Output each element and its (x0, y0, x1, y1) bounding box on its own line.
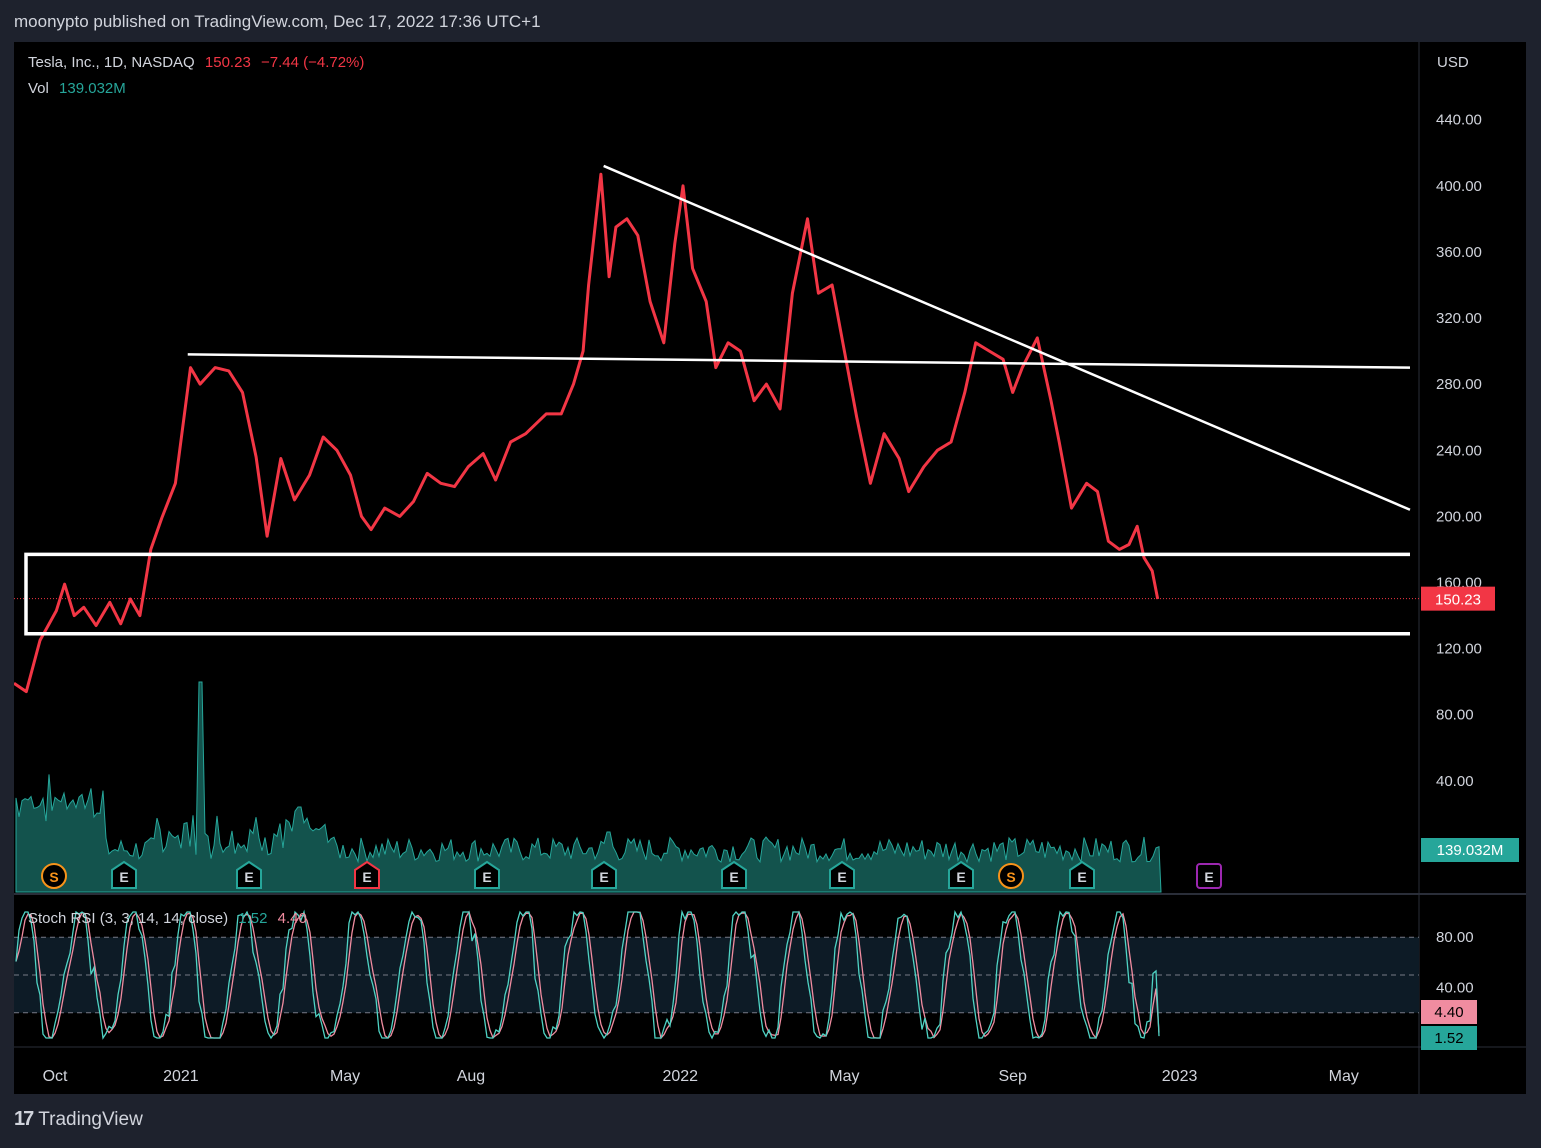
horizontal-resistance-line (187, 353, 1411, 369)
tradingview-logo-icon: 17 (14, 1108, 34, 1130)
price-tick-label: 200.00 (1436, 508, 1482, 525)
stoch-d-value: 4.40 (277, 910, 307, 927)
time-tick-label: 2023 (1162, 1068, 1198, 1085)
time-tick-label: 2021 (163, 1068, 199, 1085)
price-tick-label: 80.00 (1436, 707, 1474, 724)
event-marker-label: E (729, 869, 738, 885)
event-marker-label: E (1204, 869, 1213, 885)
event-marker-label: E (1077, 869, 1086, 885)
event-marker-label: E (599, 869, 608, 885)
stoch-d-line (15, 910, 1160, 1040)
price-tick-label: 400.00 (1436, 178, 1482, 195)
split-marker-icon (41, 863, 67, 889)
stoch-tick-label: 80.00 (1436, 929, 1474, 946)
event-marker: E (591, 860, 617, 889)
earnings-marker-icon (236, 860, 262, 889)
time-tick-label: May (829, 1068, 859, 1085)
event-marker: E (948, 860, 974, 889)
price-tick-label: 360.00 (1436, 244, 1482, 261)
event-marker-label: S (49, 869, 58, 885)
earnings-marker-icon (829, 860, 855, 889)
price-line (14, 172, 1160, 694)
event-marker: E (721, 860, 747, 889)
price-tick-label: 440.00 (1436, 112, 1482, 129)
earnings-marker-icon (354, 860, 380, 889)
stoch-tick-label: 40.00 (1436, 980, 1474, 997)
last-price-badge (1421, 586, 1495, 611)
volume-value: 139.032M (59, 80, 126, 97)
time-tick-label: Oct (43, 1068, 68, 1085)
event-marker: E (829, 860, 855, 889)
event-marker-label: E (244, 869, 253, 885)
price-tick-label: 240.00 (1436, 442, 1482, 459)
volume-badge-text: 139.032M (1437, 842, 1504, 859)
chart-frame[interactable]: USD 440.00 400.00 360.00 320.00 280.00 240.00 2… (14, 42, 1526, 1094)
event-marker: S (41, 863, 67, 889)
brand-name: TradingView (38, 1108, 143, 1130)
volume-value-badge (1421, 838, 1519, 862)
event-marker: S (998, 863, 1024, 889)
stoch-d-badge (1421, 1000, 1477, 1024)
footer-brand[interactable]: 17 TradingView (14, 1108, 143, 1131)
publisher-header: moonypto published on TradingView.com, D… (14, 12, 541, 31)
volume-label: Vol (28, 80, 49, 97)
event-marker: E (236, 860, 262, 889)
last-price-badge-text: 150.23 (1435, 592, 1481, 609)
event-marker-label: E (837, 869, 846, 885)
symbol-legend[interactable]: Tesla, Inc., 1D, NASDAQ 150.23 −7.44 (−4… (28, 54, 370, 71)
currency-label: USD (1437, 54, 1469, 71)
volume-area (15, 681, 1162, 893)
stoch-label: Stoch RSI (3, 3, 14, 14, close) (28, 910, 229, 927)
stoch-k-badge (1421, 1026, 1477, 1050)
earnings-marker-icon (1196, 863, 1222, 889)
event-marker-label: E (956, 869, 965, 885)
stoch-d-badge-text: 4.40 (1434, 1004, 1463, 1021)
time-tick-label: Aug (457, 1068, 485, 1085)
event-marker: E (1196, 863, 1222, 889)
price-tick-label: 320.00 (1436, 310, 1482, 327)
event-marker-label: E (119, 869, 128, 885)
volume-legend[interactable]: Vol 139.032M (28, 80, 132, 97)
stoch-k-badge-text: 1.52 (1434, 1030, 1463, 1047)
price-tick-label: 280.00 (1436, 376, 1482, 393)
earnings-marker-icon (948, 860, 974, 889)
descending-trendline (603, 164, 1411, 511)
earnings-marker-icon (474, 860, 500, 889)
event-marker: E (1069, 860, 1095, 889)
event-marker: E (474, 860, 500, 889)
last-price-text: 150.23 (204, 54, 251, 71)
support-range-box (24, 552, 1410, 636)
symbol-title[interactable]: Tesla, Inc., 1D, NASDAQ (28, 54, 195, 71)
time-tick-label: Sep (998, 1068, 1027, 1085)
chart-svg[interactable]: USD 440.00 400.00 360.00 320.00 280.00 240.00 2… (14, 42, 1526, 1094)
earnings-marker-icon (721, 860, 747, 889)
event-marker-label: E (362, 869, 371, 885)
event-marker-label: S (1006, 869, 1015, 885)
event-marker: E (354, 860, 380, 889)
event-marker-label: E (482, 869, 491, 885)
time-tick-label: May (330, 1068, 360, 1085)
stoch-k-value: 1.52 (238, 910, 268, 927)
stoch-k-line (15, 909, 1160, 1040)
time-tick-label: 2022 (662, 1068, 698, 1085)
price-tick-label: 120.00 (1436, 641, 1482, 658)
earnings-marker-icon (591, 860, 617, 889)
event-marker: E (111, 860, 137, 889)
split-marker-icon (998, 863, 1024, 889)
price-tick-label: 40.00 (1436, 773, 1474, 790)
stoch-legend[interactable]: Stoch RSI (3, 3, 14, 14, close) 1.52 4.4… (28, 910, 313, 927)
earnings-marker-icon (111, 860, 137, 889)
price-change-text: −7.44 (−4.72%) (260, 54, 365, 71)
time-tick-label: May (1329, 1068, 1359, 1085)
earnings-marker-icon (1069, 860, 1095, 889)
